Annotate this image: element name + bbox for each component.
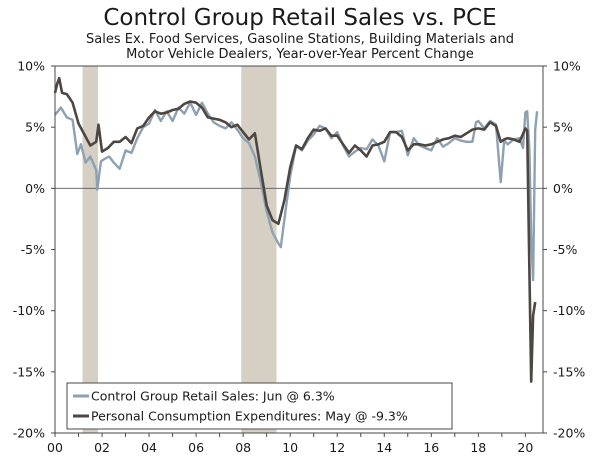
chart-title: Control Group Retail Sales vs. PCE [103,5,497,31]
legend-label-1: Control Group Retail Sales: Jun @ 6.3% [91,389,335,404]
x-tick-label: 06 [188,440,204,455]
y-tick-label-left: -10% [13,303,45,318]
x-tick-label: 10 [282,440,298,455]
x-tick-label: 12 [329,440,345,455]
legend-label-2: Personal Consumption Expenditures: May @… [91,409,408,424]
y-axis: 10% 10% 5% 5% 0% 0% -5% -5% -10% -10% -15% -15% -20%… [13,59,586,441]
y-tick-label-right: -15% [553,364,585,379]
x-tick-label: 20 [517,440,533,455]
y-tick-label-right: 0% [553,181,573,196]
x-tick-label: 00 [47,440,63,455]
x-tick-label: 18 [470,440,486,455]
y-tick-label-right: -5% [553,242,577,257]
x-tick-label: 16 [423,440,439,455]
x-tick-label: 08 [235,440,251,455]
x-tick-label: 02 [94,440,110,455]
series-line-1 [54,101,539,282]
y-tick-label-right: -10% [553,303,585,318]
recession-bands [82,66,277,433]
recession-band-1 [82,66,99,433]
legend-box [66,382,453,430]
x-tick-label: 14 [376,440,392,455]
y-tick-label-left: -5% [21,242,45,257]
y-tick-label-left: -20% [13,426,45,441]
y-tick-label-left: 10% [17,59,45,74]
y-tick-label-right: 10% [553,59,581,74]
series-lines [53,76,539,383]
y-tick-label-right: 5% [553,120,573,135]
recession-band-2 [241,66,277,433]
x-tick-label: 04 [141,440,157,455]
y-tick-label-left: 0% [25,181,45,196]
chart-subtitle-line-2: Motor Vehicle Dealers, Year-over-Year Pe… [126,47,474,62]
chart-subtitle-line-1: Sales Ex. Food Services, Gasoline Statio… [86,32,514,47]
legend: Control Group Retail Sales: Jun @ 6.3% Pe… [66,382,453,430]
series-line-2 [53,76,537,383]
y-tick-label-left: 5% [25,120,45,135]
y-tick-label-left: -15% [13,364,45,379]
plot-frame [54,65,544,434]
x-axis: 00 02 04 06 08 10 12 14 16 18 20 [47,433,533,455]
y-tick-label-right: -20% [553,426,585,441]
